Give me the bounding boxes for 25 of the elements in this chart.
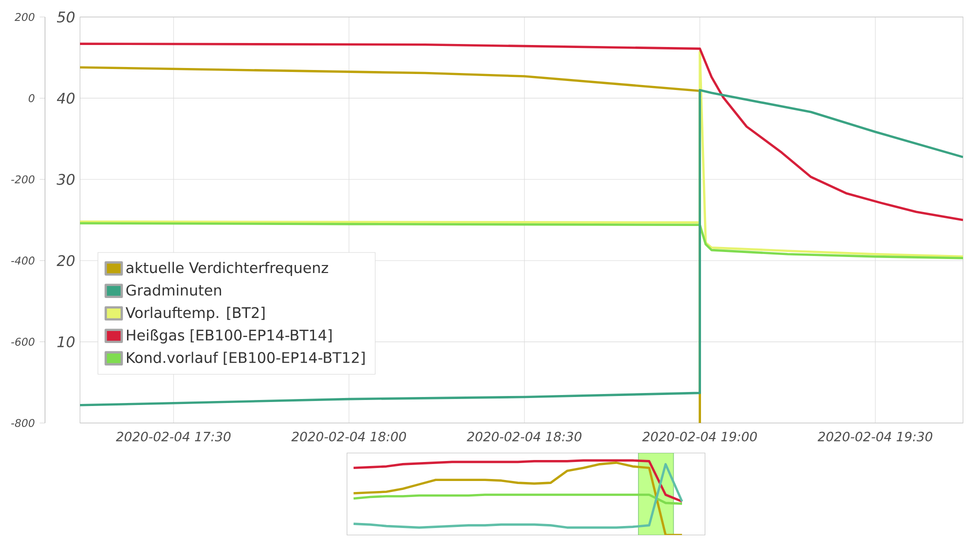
line-series <box>80 222 964 260</box>
y2-tick-label: 0 <box>28 94 34 102</box>
y2-tick-label: -800 <box>11 418 34 428</box>
line-series <box>80 42 964 222</box>
y-tick-label: 30 <box>56 174 75 185</box>
x-tick-label: 2020-02-04 17:30 <box>116 432 231 442</box>
legend-label: Kond.vorlauf [EB100-EP14-BT12] <box>127 352 365 365</box>
x-tick-label: 2020-02-04 19:00 <box>642 432 757 442</box>
y2-tick-label: 200 <box>14 12 34 22</box>
x-tick-label: 2020-02-04 18:00 <box>291 432 406 442</box>
y2-tick-label: -400 <box>11 256 34 265</box>
y2-tick-label: -200 <box>11 175 34 184</box>
y-tick-label: 40 <box>56 92 75 104</box>
y-tick-label: 50 <box>56 11 75 23</box>
legend-label: Gradminuten <box>126 284 222 296</box>
legend-label: Vorlauftemp. [BT2] <box>126 306 264 322</box>
line-series <box>80 50 964 258</box>
line-series <box>80 88 964 406</box>
legend-label: aktuelle Verdichterfrequenz <box>126 262 328 276</box>
legend-label: Heißgas [EB100-EP14-BT14] <box>127 329 332 344</box>
x-tick-label: 2020-02-04 18:30 <box>466 432 582 442</box>
y-tick-label: 10 <box>57 336 75 348</box>
y-tick-label: 20 <box>56 255 75 266</box>
y2-tick-label: -600 <box>11 338 34 346</box>
x-tick-label: 2020-02-04 19:30 <box>818 432 932 442</box>
